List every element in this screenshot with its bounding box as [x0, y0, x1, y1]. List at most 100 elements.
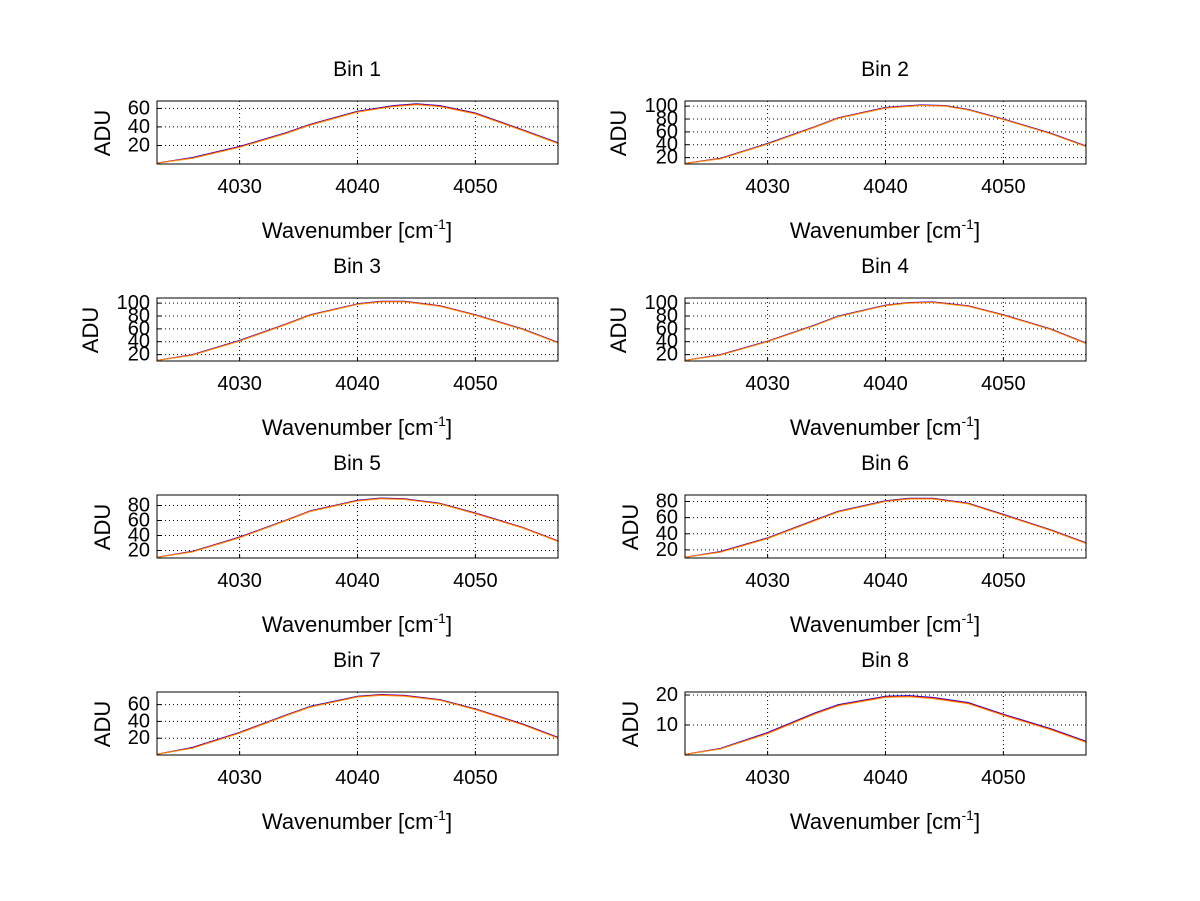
y-tick-label: 40: [656, 523, 678, 545]
y-tick-label: 20: [128, 135, 150, 157]
series-line-3: [684, 696, 1087, 755]
y-axis-label: ADU: [78, 307, 103, 353]
x-axis-label: Wavenumber [cm-1]: [262, 610, 452, 637]
series-line-1: [684, 695, 1087, 755]
y-tick-label: 20: [656, 147, 678, 169]
series-line-3: [684, 105, 1087, 164]
x-tick-label: 4030: [217, 373, 262, 395]
axes-frame: [156, 691, 559, 756]
y-tick-label: 80: [128, 495, 150, 517]
subplot-title: Bin 2: [861, 58, 909, 81]
subplot-bin-1: Bin 1 ADU Wavenumber [cm-1] 4030 4040 4050…: [90, 58, 559, 243]
subplot-bin-4: Bin 4 ADU Wavenumber [cm-1] 4030 4040 4050…: [606, 255, 1087, 440]
y-axis-label: ADU: [90, 504, 115, 550]
subplot-title: Bin 6: [861, 452, 909, 475]
x-tick-label: 4030: [217, 767, 262, 789]
axes-frame: [156, 297, 559, 362]
subplot-bin-3: Bin 3 ADU Wavenumber [cm-1] 4030 4040 4050…: [78, 255, 559, 440]
y-tick-label: 60: [656, 318, 678, 340]
y-tick-label: 20: [656, 684, 678, 706]
y-axis-label: ADU: [606, 307, 631, 353]
axes-frame: [156, 494, 559, 559]
y-tick-label: 10: [656, 714, 678, 736]
y-tick-label: 40: [128, 525, 150, 547]
y-tick-label: 100: [645, 95, 678, 117]
y-tick-label: 100: [117, 292, 150, 314]
y-axis-label: ADU: [606, 110, 631, 156]
x-axis-label: Wavenumber [cm-1]: [262, 807, 452, 834]
y-tick-label: 40: [128, 116, 150, 138]
x-tick-label: 4030: [745, 570, 790, 592]
y-tick-label: 60: [128, 510, 150, 532]
subplot-title: Bin 1: [333, 58, 381, 81]
y-tick-label: 40: [128, 710, 150, 732]
y-tick-label: 60: [656, 121, 678, 143]
x-tick-label: 4050: [981, 373, 1026, 395]
x-tick-label: 4030: [217, 176, 262, 198]
x-tick-label: 4040: [335, 570, 380, 592]
x-tick-label: 4040: [335, 373, 380, 395]
x-tick-label: 4040: [863, 570, 908, 592]
y-tick-label: 60: [128, 97, 150, 119]
subplot-bin-6: Bin 6 ADU Wavenumber [cm-1] 4030 4040 4050…: [618, 452, 1087, 637]
y-tick-label: 20: [656, 344, 678, 366]
plot-area: 4030 4040 4050 10 20: [656, 684, 1087, 789]
subplot-title: Bin 8: [861, 649, 909, 672]
y-tick-label: 20: [128, 727, 150, 749]
x-tick-label: 4030: [217, 570, 262, 592]
y-tick-label: 60: [656, 507, 678, 529]
x-tick-label: 4030: [745, 176, 790, 198]
series-line-3: [684, 302, 1087, 361]
x-tick-label: 4030: [745, 767, 790, 789]
y-tick-label: 60: [128, 318, 150, 340]
y-axis-label: ADU: [90, 701, 115, 747]
axes-frame: [684, 297, 1087, 362]
axes-frame: [684, 691, 1087, 756]
x-tick-label: 4050: [981, 767, 1026, 789]
series-line-3: [156, 498, 559, 558]
series-line-3: [156, 694, 559, 755]
x-axis-label: Wavenumber [cm-1]: [790, 216, 980, 243]
y-tick-label: 80: [656, 491, 678, 513]
x-tick-label: 4050: [981, 570, 1026, 592]
x-tick-label: 4050: [453, 570, 498, 592]
x-axis-label: Wavenumber [cm-1]: [790, 413, 980, 440]
y-axis-label: ADU: [618, 701, 643, 747]
y-tick-label: 20: [656, 539, 678, 561]
subplot-title: Bin 4: [861, 255, 909, 278]
x-axis-label: Wavenumber [cm-1]: [790, 807, 980, 834]
axes-frame: [156, 100, 559, 165]
x-tick-label: 4040: [335, 176, 380, 198]
series-line-3: [156, 301, 559, 361]
subplot-bin-2: Bin 2 ADU Wavenumber [cm-1] 4030 4040 4050…: [606, 58, 1087, 243]
subplot-bin-5: Bin 5 ADU Wavenumber [cm-1] 4030 4040 4050…: [90, 452, 559, 637]
y-axis-label: ADU: [618, 504, 643, 550]
subplot-title: Bin 7: [333, 649, 381, 672]
series-line-2: [684, 695, 1087, 755]
y-tick-label: 40: [128, 331, 150, 353]
axes-frame: [684, 100, 1087, 165]
y-axis-label: ADU: [90, 110, 115, 156]
subplot-title: Bin 3: [333, 255, 381, 278]
x-tick-label: 4030: [745, 373, 790, 395]
x-axis-label: Wavenumber [cm-1]: [790, 610, 980, 637]
y-tick-label: 100: [645, 292, 678, 314]
axes-frame: [684, 494, 1087, 559]
subplot-title: Bin 5: [333, 452, 381, 475]
x-tick-label: 4040: [863, 767, 908, 789]
x-tick-label: 4040: [863, 176, 908, 198]
y-tick-label: 20: [128, 540, 150, 562]
y-tick-label: 40: [656, 134, 678, 156]
x-tick-label: 4050: [981, 176, 1026, 198]
subplot-bin-8: Bin 8 ADU Wavenumber [cm-1] 4030 4040 4050…: [618, 649, 1087, 834]
series-line-3: [156, 104, 559, 164]
x-tick-label: 4040: [863, 373, 908, 395]
